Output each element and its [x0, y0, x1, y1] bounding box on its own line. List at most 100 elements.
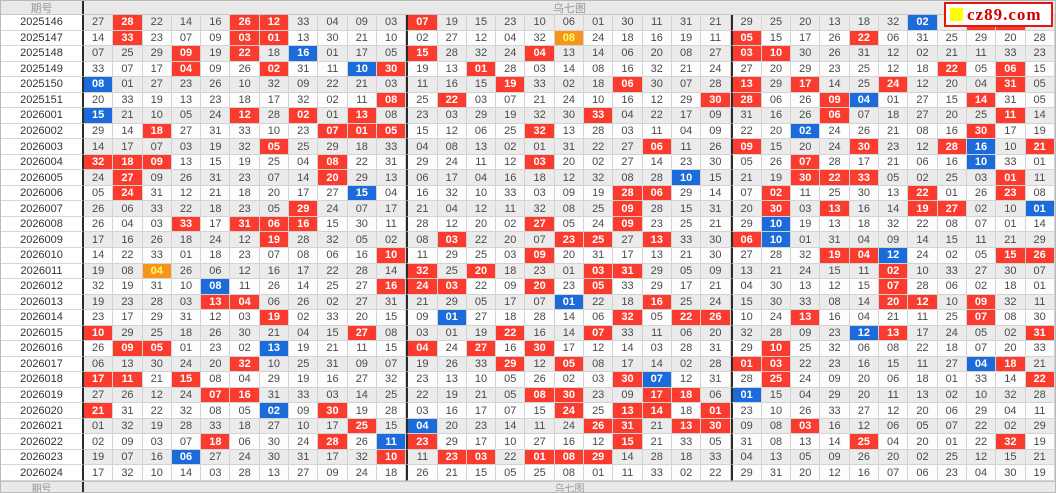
red-ball-cell: 31 — [613, 418, 643, 435]
number-cell: 21 — [671, 247, 702, 264]
table-row: 2026013 19 23 28 03 13 04 06 26 02 27 31 21 29 05 17 07 0… — [1, 294, 1055, 311]
issue-number: 2025151 — [1, 92, 84, 109]
number-cell: 09 — [820, 372, 850, 388]
number-cell: 21 — [761, 263, 792, 280]
number-cell: 29 — [820, 387, 850, 404]
number-cell: 12 — [820, 465, 850, 481]
number-cell: 14 — [996, 372, 1026, 388]
red-ball-cell: 03 — [525, 154, 555, 171]
number-cell: 29 — [259, 372, 290, 388]
issue-number: 2026021 — [1, 418, 84, 435]
number-cell: 15 — [849, 279, 880, 295]
number-cell: 05 — [496, 465, 526, 481]
red-ball-cell: 03 — [761, 356, 792, 373]
number-cell: 11 — [318, 61, 348, 78]
red-ball-cell: 04 — [171, 61, 202, 78]
number-cell: 14 — [1025, 216, 1055, 233]
number-cell: 20 — [730, 201, 762, 217]
number-cell: 23 — [406, 108, 438, 124]
number-cell: 22 — [908, 216, 938, 233]
number-cell: 26 — [761, 154, 792, 171]
number-cell: 23 — [171, 77, 202, 93]
red-ball-cell: 32 — [230, 356, 260, 373]
number-cell: 18 — [259, 46, 290, 62]
table-row: 2026002 29 14 18 27 31 33 10 23 07 01 05 15 12 06 25 32 1… — [1, 123, 1055, 140]
number-cell: 26 — [289, 294, 319, 311]
red-ball-cell: 08 — [376, 92, 407, 109]
number-cell: 10 — [142, 108, 172, 124]
number-cell: 11 — [671, 139, 702, 155]
number-cell: 13 — [730, 263, 762, 280]
number-cell: 29 — [113, 325, 143, 342]
number-cell: 05 — [84, 185, 114, 202]
table-row: 2026007 26 06 33 22 18 23 05 29 24 07 17 21 04 12 11 32 0… — [1, 201, 1055, 217]
number-cell: 13 — [820, 15, 850, 31]
number-cell: 16 — [849, 201, 880, 217]
number-cell: 27 — [201, 449, 231, 466]
number-cell: 05 — [1025, 77, 1055, 93]
number-cell: 29 — [437, 294, 467, 311]
number-cell: 29 — [1025, 232, 1055, 248]
number-cell: 31 — [849, 46, 880, 62]
number-cell: 14 — [613, 341, 643, 357]
number-cell: 26 — [84, 201, 114, 217]
number-cell: 31 — [289, 449, 319, 466]
number-cell: 30 — [996, 263, 1026, 280]
number-cell: 32 — [113, 418, 143, 435]
number-cell: 26 — [849, 449, 880, 466]
number-cell: 03 — [201, 465, 231, 481]
red-ball-cell: 27 — [347, 325, 377, 342]
red-ball-cell: 05 — [259, 139, 290, 155]
number-cell: 18 — [908, 372, 938, 388]
number-cell: 12 — [966, 449, 997, 466]
site-logo-link[interactable]: cz89.com — [944, 2, 1053, 27]
red-ball-cell: 26 — [584, 418, 614, 435]
red-ball-cell: 28 — [613, 185, 643, 202]
number-cell: 21 — [525, 92, 555, 109]
number-cell: 19 — [437, 15, 467, 31]
red-ball-cell: 01 — [259, 30, 290, 47]
number-cell: 06 — [230, 434, 260, 450]
number-cell: 15 — [671, 201, 702, 217]
number-cell: 23 — [230, 170, 260, 186]
number-cell: 24 — [908, 247, 938, 264]
number-cell: 25 — [820, 185, 850, 202]
number-cell: 01 — [584, 15, 614, 31]
red-ball-cell: 01 — [525, 449, 555, 466]
number-cell: 14 — [1025, 108, 1055, 124]
number-cell: 11 — [1025, 294, 1055, 311]
number-cell: 19 — [406, 61, 438, 78]
red-ball-cell: 09 — [613, 216, 643, 233]
red-ball-cell: 10 — [761, 341, 792, 357]
number-cell: 05 — [879, 170, 909, 186]
number-cell: 09 — [201, 30, 231, 47]
table-row: 2026006 05 24 31 12 21 18 20 17 27 15 04 16 32 10 33 03 0… — [1, 185, 1055, 202]
red-ball-cell: 09 — [525, 247, 555, 264]
number-cell: 07 — [113, 61, 143, 78]
number-cell: 32 — [642, 61, 672, 78]
red-ball-cell: 10 — [84, 325, 114, 342]
number-cell: 21 — [879, 123, 909, 140]
red-ball-cell: 04 — [230, 294, 260, 311]
blue-ball-cell: 01 — [437, 310, 467, 326]
table-row: 2026020 21 31 22 32 08 05 02 09 30 19 28 03 16 17 07 15 2… — [1, 403, 1055, 419]
number-cell: 02 — [496, 139, 526, 155]
number-cell: 18 — [849, 15, 880, 31]
number-cell: 11 — [966, 46, 997, 62]
number-cell: 19 — [791, 216, 821, 233]
number-cell: 01 — [318, 46, 348, 62]
number-cell: 12 — [230, 232, 260, 248]
number-cell: 26 — [820, 30, 850, 47]
number-cell: 31 — [908, 30, 938, 47]
number-cell: 10 — [496, 434, 526, 450]
number-cell: 03 — [525, 185, 555, 202]
number-cell: 15 — [466, 15, 497, 31]
red-ball-cell: 02 — [879, 263, 909, 280]
number-cell: 14 — [642, 154, 672, 171]
number-cell: 10 — [171, 279, 202, 295]
number-cell: 16 — [849, 465, 880, 481]
number-cell: 23 — [879, 139, 909, 155]
number-cell: 04 — [671, 123, 702, 140]
number-cell: 12 — [201, 310, 231, 326]
number-cell: 28 — [820, 154, 850, 171]
